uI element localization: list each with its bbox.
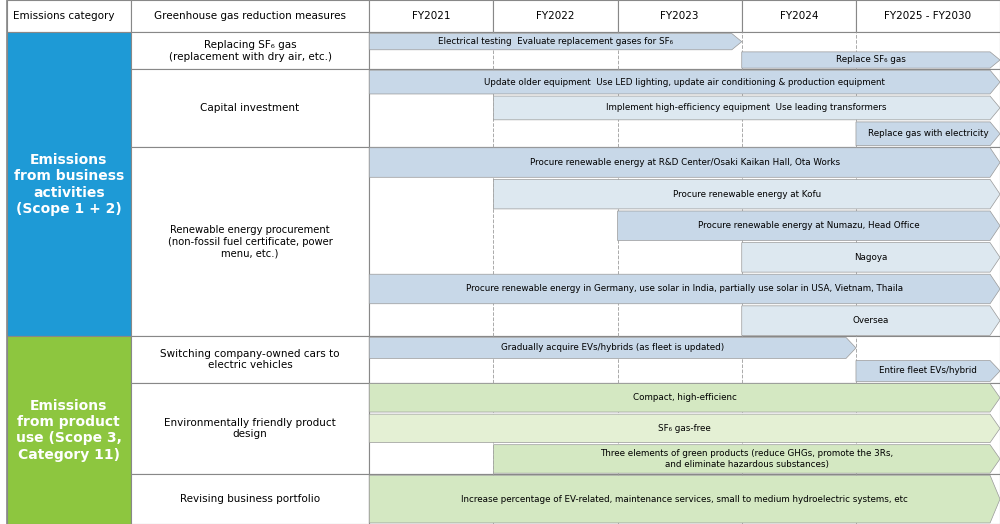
Text: Emissions
from business
activities
(Scope 1 + 2): Emissions from business activities (Scop… [14,153,124,216]
Text: Renewable energy procurement
(non-fossil fuel certificate, power
menu, etc.): Renewable energy procurement (non-fossil… [168,225,332,258]
Bar [369,474,1000,524]
Bar [131,336,369,383]
Text: FY2022: FY2022 [536,11,575,21]
Polygon shape [369,414,1000,443]
Text: FY2023: FY2023 [660,11,699,21]
Text: Emissions category: Emissions category [13,11,114,21]
Text: Replacing SF₆ gas
(replacement with dry air, etc.): Replacing SF₆ gas (replacement with dry … [169,40,332,62]
Text: Revising business portfolio: Revising business portfolio [180,494,320,504]
Polygon shape [493,445,1000,473]
Bar [131,69,369,147]
Text: Procure renewable energy at Kofu: Procure renewable energy at Kofu [673,190,821,199]
Bar [369,383,1000,474]
Polygon shape [493,179,1000,209]
Bar [369,32,1000,69]
Text: Increase percentage of EV-related, maintenance services, small to medium hydroel: Increase percentage of EV-related, maint… [461,495,908,504]
Polygon shape [369,475,1000,523]
Polygon shape [369,34,742,50]
Bar [369,336,1000,383]
Polygon shape [742,243,1000,272]
Text: Electrical testing  Evaluate replacement gases for SF₆: Electrical testing Evaluate replacement … [438,37,673,46]
Polygon shape [493,96,1000,120]
Bar [131,147,369,336]
Bar [856,0,1000,32]
Text: FY2025 - FY2030: FY2025 - FY2030 [884,11,972,21]
Polygon shape [742,52,1000,68]
Text: Greenhouse gas reduction measures: Greenhouse gas reduction measures [154,11,346,21]
Bar [131,32,369,69]
Text: FY2021: FY2021 [412,11,451,21]
Bar [7,32,131,336]
Polygon shape [369,384,1000,412]
Text: Emissions
from product
use (Scope 3,
Category 11): Emissions from product use (Scope 3, Cat… [16,399,122,462]
Text: Three elements of green products (reduce GHGs, promote the 3Rs,
and eliminate ha: Three elements of green products (reduce… [600,449,893,468]
Text: Procure renewable energy in Germany, use solar in India, partially use solar in : Procure renewable energy in Germany, use… [466,285,903,293]
Polygon shape [856,122,1000,146]
Bar [7,0,131,32]
Bar [7,336,131,524]
Text: Nagoya: Nagoya [854,253,888,262]
Text: Entire fleet EVs/hybrid: Entire fleet EVs/hybrid [879,366,977,376]
Polygon shape [369,70,1000,94]
Bar [369,147,1000,336]
Bar [131,474,369,524]
Polygon shape [369,337,856,358]
Bar [493,0,618,32]
Text: Oversea: Oversea [853,316,889,325]
Text: Procure renewable energy at Numazu, Head Office: Procure renewable energy at Numazu, Head… [698,221,920,230]
Bar [618,0,742,32]
Polygon shape [618,211,1000,241]
Polygon shape [856,361,1000,381]
Bar [369,0,493,32]
Bar [131,0,369,32]
Text: Implement high-efficiency equipment  Use leading transformers: Implement high-efficiency equipment Use … [606,103,887,113]
Text: Environmentally friendly product
design: Environmentally friendly product design [164,418,336,439]
Text: FY2024: FY2024 [780,11,818,21]
Polygon shape [742,306,1000,335]
Polygon shape [369,148,1000,177]
Text: Capital investment: Capital investment [200,103,300,113]
Text: Compact, high-efficienc: Compact, high-efficienc [633,394,737,402]
Text: Replace gas with electricity: Replace gas with electricity [868,129,988,138]
Text: Replace SF₆ gas: Replace SF₆ gas [836,56,906,64]
Polygon shape [369,274,1000,304]
Text: Procure renewable energy at R&D Center/Osaki Kaikan Hall, Ota Works: Procure renewable energy at R&D Center/O… [530,158,840,167]
Bar [131,383,369,474]
Bar [369,69,1000,147]
Text: SF₆ gas-free: SF₆ gas-free [658,424,711,433]
Text: Update older equipment  Use LED lighting, update air conditioning & production e: Update older equipment Use LED lighting,… [484,78,885,86]
Text: Switching company-owned cars to
electric vehicles: Switching company-owned cars to electric… [160,348,340,370]
Bar [742,0,856,32]
Text: Gradually acquire EVs/hybrids (as fleet is updated): Gradually acquire EVs/hybrids (as fleet … [501,343,724,353]
